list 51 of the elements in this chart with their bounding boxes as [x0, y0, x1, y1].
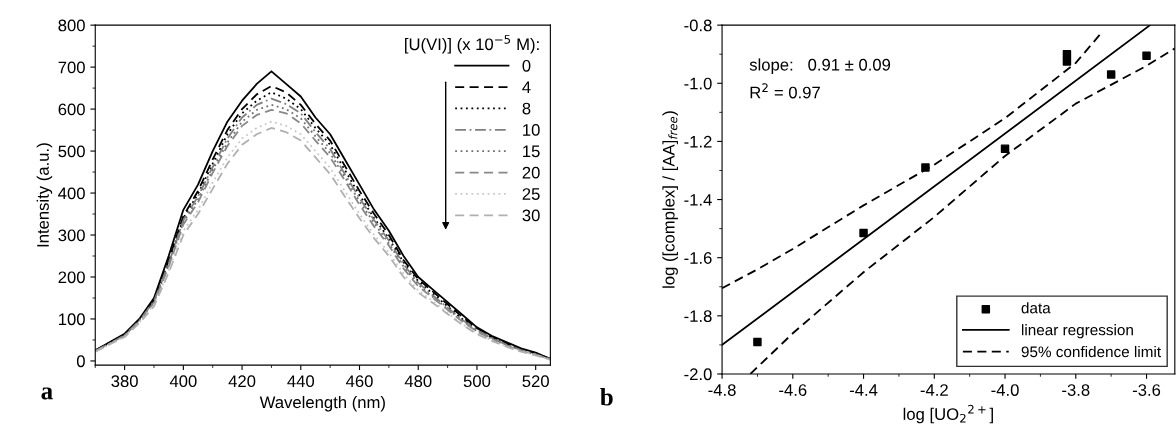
y-tick-label: 700: [58, 61, 85, 74]
legend-label: 4: [522, 81, 531, 93]
legend-label: 95% confidence limit: [1021, 345, 1161, 358]
legend-label: linear regression: [1021, 324, 1133, 339]
legend-label: 15: [523, 145, 540, 158]
x-tick-label: -4.6: [779, 384, 807, 396]
y-tick-label: -1.0: [684, 77, 712, 90]
y-tick-label: 100: [59, 313, 85, 326]
x-tick-label: 460: [346, 375, 373, 388]
y-axis-title: log ([complex] / [AA]$_{free}$): [662, 111, 678, 288]
legend-label: 25: [522, 188, 540, 200]
y-tick-label: -1.4: [684, 194, 712, 206]
x-axis-title: Wavelength (nm): [259, 395, 385, 412]
legend-title: [U(VI)] (x 10$^{−5}$ M):: [405, 35, 539, 54]
y-tick-label: -0.8: [684, 19, 712, 32]
legend-label: 30: [522, 209, 540, 222]
y-tick-label: 0: [76, 355, 85, 368]
x-tick-label: 480: [404, 375, 432, 388]
x-tick-label: -3.8: [1062, 384, 1090, 396]
legend-label: 10: [523, 124, 540, 136]
y-tick-label: 200: [58, 271, 85, 284]
annotation: slope: 0.91 ± 0.09: [749, 58, 891, 74]
annotation: R$^{2}$ = 0.97: [750, 83, 820, 99]
legend-label: 20: [522, 166, 540, 179]
text: a: [41, 387, 53, 400]
y-tick-label: -1.6: [684, 252, 712, 264]
legend-label: 8: [522, 102, 531, 115]
x-tick-label: 500: [463, 375, 491, 388]
legend-label: data: [1021, 302, 1051, 314]
text: b: [600, 388, 613, 406]
x-axis-title: log [UO$_{2}$$^{2+}$]: [903, 404, 993, 424]
y-tick-label: 300: [58, 229, 85, 242]
x-tick-label: -4.8: [708, 384, 736, 396]
y-tick-label: -1.8: [684, 310, 712, 323]
y-tick-label: -2.0: [684, 368, 712, 381]
y-tick-label: 500: [58, 145, 85, 158]
x-tick-label: -4.4: [849, 384, 878, 396]
x-tick-label: 520: [522, 375, 549, 388]
x-tick-label: -3.6: [1132, 384, 1161, 396]
y-tick-label: -1.2: [684, 135, 712, 148]
x-tick-label: 420: [228, 375, 256, 388]
y-tick-label: 800: [58, 19, 85, 32]
y-tick-label: 400: [58, 187, 85, 200]
legend-label: 0: [522, 59, 531, 72]
x-tick-label: -4.0: [991, 384, 1019, 396]
x-tick-label: 400: [169, 375, 197, 388]
x-tick-label: 440: [287, 375, 315, 388]
x-tick-label: -4.2: [920, 384, 948, 396]
y-tick-label: 600: [58, 103, 85, 116]
y-axis-title: Intensity (a.u.): [36, 143, 53, 247]
x-tick-label: 380: [111, 375, 138, 388]
